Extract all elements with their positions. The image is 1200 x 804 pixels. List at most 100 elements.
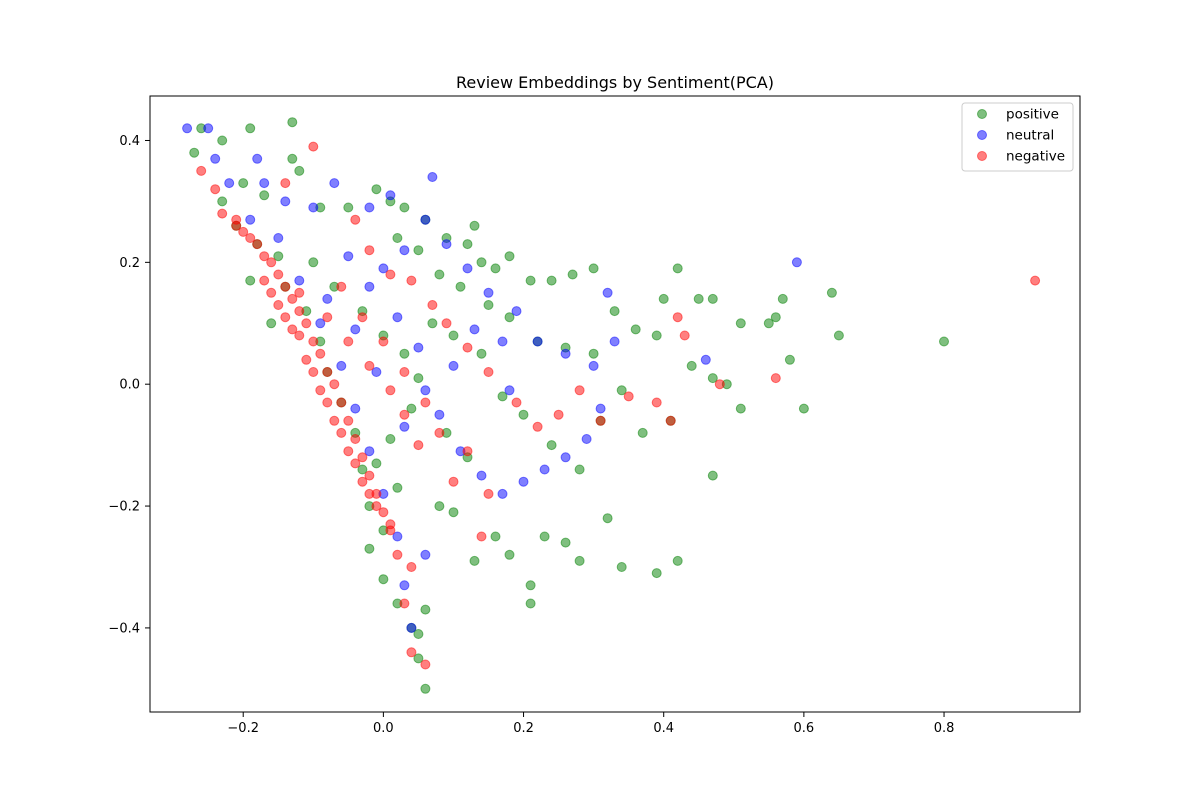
point-negative-31: [420, 659, 431, 670]
point-positive-53: [560, 537, 571, 548]
point-negative-44: [329, 379, 340, 390]
point-positive-65: [420, 683, 431, 694]
point-positive-72: [574, 464, 585, 475]
chart-title: Review Embeddings by Sentiment(PCA): [456, 73, 774, 92]
point-positive-100: [357, 464, 368, 475]
point-positive-114: [392, 482, 403, 493]
legend-label-positive: positive: [1006, 107, 1059, 123]
point-negative-79: [343, 336, 354, 347]
point-positive-20: [504, 251, 515, 262]
point-negative-61: [315, 385, 326, 396]
point-negative-65: [371, 501, 382, 512]
point-positive-82: [413, 245, 424, 256]
point-negative-53: [266, 257, 277, 268]
point-negative-54: [259, 251, 270, 262]
point-negative-28: [483, 488, 494, 499]
point-positive-69: [364, 543, 375, 554]
point-positive-38: [826, 287, 837, 298]
point-positive-68: [378, 574, 389, 585]
point-negative-84: [336, 281, 347, 292]
point-positive-36: [784, 354, 795, 365]
point-negative-7: [364, 245, 375, 256]
point-positive-78: [504, 312, 515, 323]
point-neutral-16: [483, 287, 494, 298]
point-neutral-7: [308, 202, 319, 213]
point-positive-75: [588, 348, 599, 359]
y-tick-label: 0.4: [119, 134, 140, 149]
point-negative-46: [315, 348, 326, 359]
point-negative-55: [252, 239, 263, 250]
point-neutral-17: [511, 306, 522, 317]
point-positive-52: [574, 555, 585, 566]
y-tick-label: 0.0: [119, 378, 140, 393]
point-positive-104: [266, 318, 277, 329]
point-positive-27: [651, 330, 662, 341]
x-tick-label: 0.6: [794, 721, 815, 736]
point-neutral-23: [595, 403, 606, 414]
point-negative-63: [343, 446, 354, 457]
point-neutral-1: [203, 123, 214, 134]
point-positive-90: [217, 196, 228, 207]
point-positive-4: [287, 117, 298, 128]
point-negative-10: [427, 300, 438, 310]
point-positive-55: [525, 580, 536, 591]
point-negative-52: [273, 269, 284, 280]
point-neutral-56: [371, 367, 382, 377]
point-positive-22: [546, 275, 557, 286]
point-positive-19: [490, 263, 501, 274]
point-negative-86: [378, 336, 389, 347]
point-positive-8: [294, 165, 305, 176]
point-positive-84: [476, 348, 487, 359]
point-neutral-0: [182, 123, 193, 134]
point-negative-33: [399, 598, 410, 609]
point-positive-49: [637, 427, 648, 438]
point-positive-11: [371, 184, 382, 195]
point-positive-61: [434, 501, 445, 512]
point-positive-41: [686, 360, 697, 371]
point-neutral-28: [497, 488, 508, 499]
point-negative-57: [238, 226, 249, 237]
point-neutral-52: [392, 312, 403, 323]
point-positive-33: [763, 318, 774, 329]
point-positive-86: [427, 318, 438, 329]
point-neutral-2: [210, 153, 221, 164]
point-negative-35: [392, 549, 403, 560]
point-negative-25: [770, 373, 781, 384]
point-positive-81: [434, 269, 445, 280]
point-positive-34: [770, 312, 781, 323]
point-negative-76: [266, 287, 277, 298]
point-negative-60: [301, 354, 312, 365]
point-negative-30: [448, 476, 459, 487]
point-neutral-47: [294, 275, 305, 286]
x-tick-label: 0.2: [513, 721, 534, 736]
point-positive-54: [539, 531, 550, 542]
point-neutral-6: [280, 196, 291, 207]
point-positive-93: [273, 251, 284, 262]
point-positive-50: [616, 562, 627, 572]
point-negative-27: [476, 531, 487, 542]
point-negative-4: [280, 178, 291, 189]
point-negative-78: [322, 312, 333, 323]
point-neutral-58: [322, 293, 333, 304]
point-negative-2: [217, 208, 228, 219]
point-positive-59: [469, 555, 480, 566]
x-axis: −0.2 0.0 0.2 0.4 0.6 0.8: [227, 712, 954, 736]
point-positive-42: [707, 373, 718, 384]
point-neutral-34: [497, 336, 508, 347]
point-negative-29: [462, 446, 473, 457]
point-neutral-36: [700, 354, 711, 365]
point-negative-32: [406, 647, 417, 658]
point-negative-68: [294, 330, 305, 341]
point-negative-75: [280, 312, 291, 323]
point-neutral-41: [392, 531, 403, 542]
point-negative-20: [651, 397, 662, 408]
point-positive-103: [245, 275, 256, 286]
point-positive-105: [308, 257, 319, 268]
point-positive-63: [413, 629, 424, 639]
point-negative-88: [420, 397, 431, 408]
point-negative-69: [308, 367, 319, 377]
point-negative-14: [511, 397, 522, 408]
point-neutral-11: [427, 172, 438, 182]
point-negative-43: [336, 397, 347, 408]
point-positive-111: [406, 403, 417, 414]
